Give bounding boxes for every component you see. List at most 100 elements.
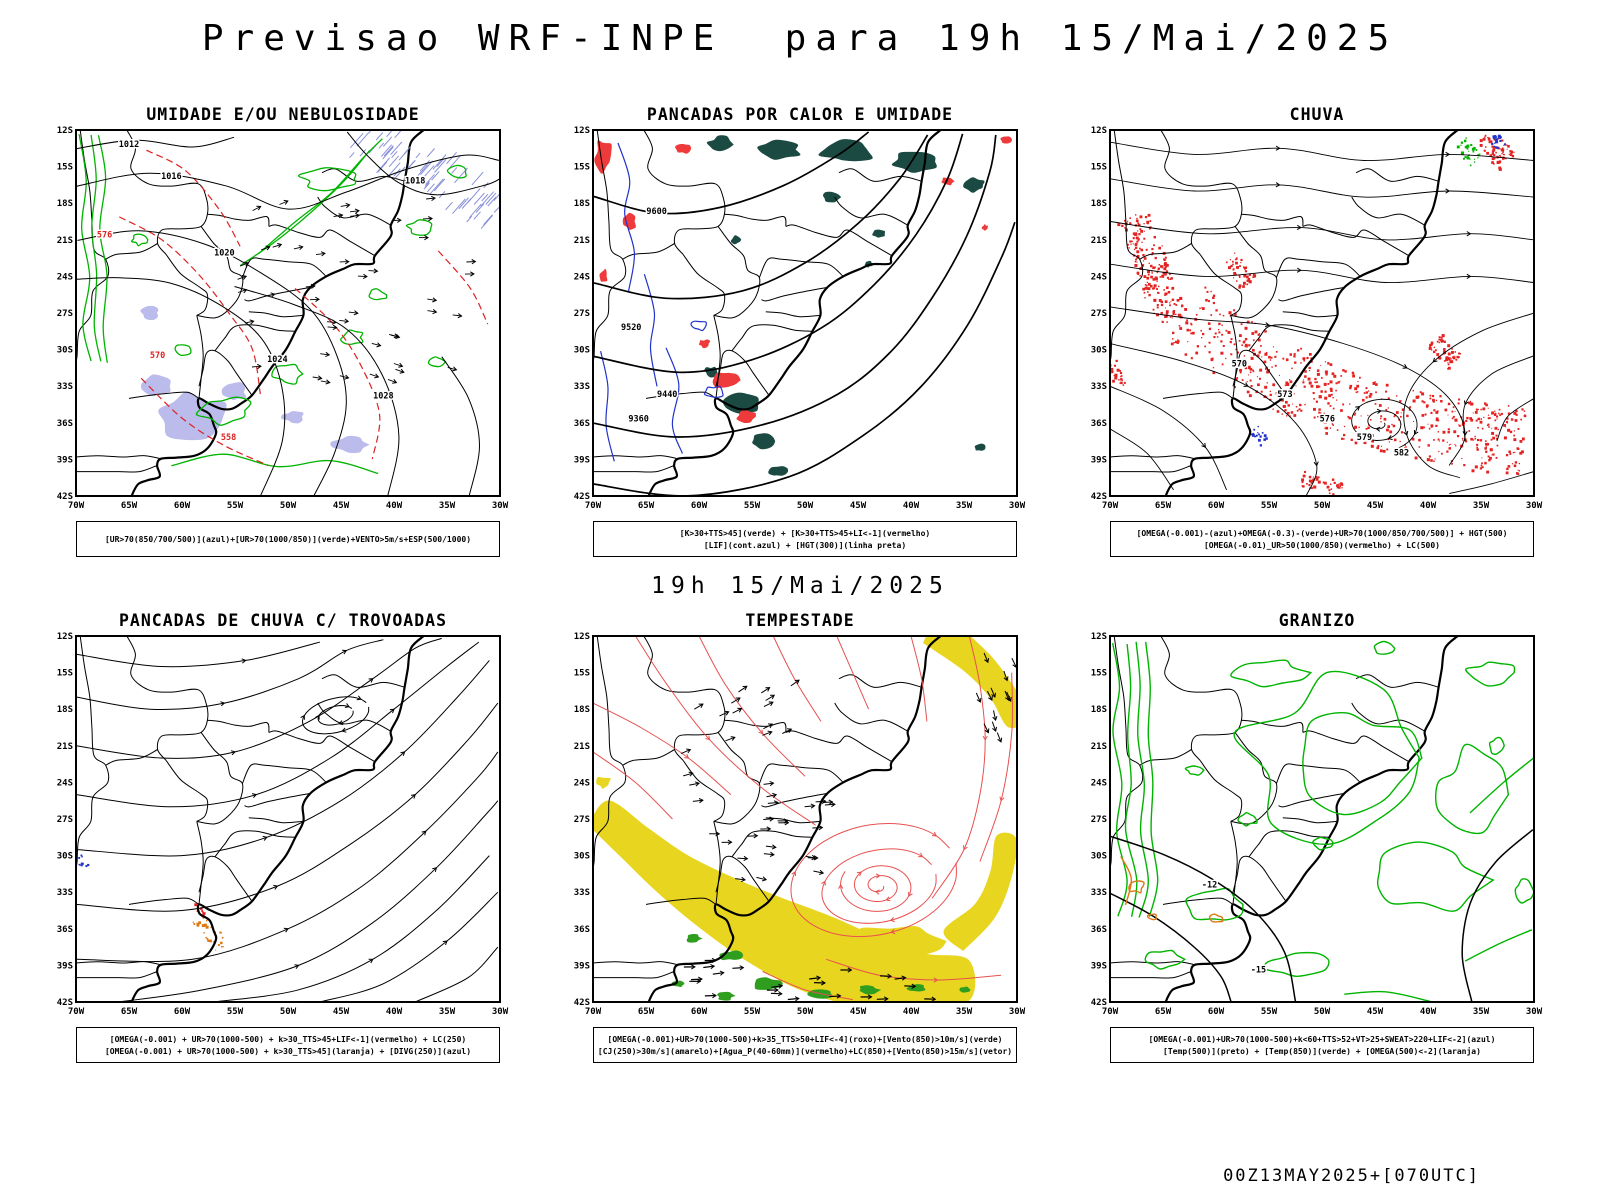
political-border (1230, 226, 1278, 319)
shaded-fields (593, 636, 1017, 1002)
basemap (1110, 130, 1459, 496)
lat-tick-label: 27S (57, 815, 73, 825)
lat-tick-label: 18S (1091, 705, 1107, 715)
lat-tick-label: 27S (1091, 309, 1107, 319)
map-pancadas-calor: 9600 9520 9440 9360 12S 15S 18S 21S 24S 27S 30S 33S… (574, 126, 1026, 511)
political-border (317, 196, 392, 226)
panel-pancadas-calor: PANCADAS POR CALOR E UMIDADE 9600 9520 944… (565, 105, 1035, 557)
lat-tick-label: 30S (1091, 346, 1107, 356)
caption-line: [LIF](cont.azul) + [HGT(300)](linha pret… (703, 540, 907, 550)
lat-tick-label: 42S (57, 998, 73, 1008)
svg-text:573: 573 (1277, 390, 1292, 400)
valid-time-label: 19h 15/Mai/2025 (651, 573, 949, 599)
page-title: Previsao WRF-INPE para 19h 15/Mai/2025 (201, 18, 1399, 59)
map-frame (1109, 129, 1535, 497)
political-border (1302, 224, 1410, 257)
political-border (1199, 760, 1243, 822)
political-border (1282, 311, 1338, 318)
lon-tick-label: 40W (1420, 1007, 1437, 1017)
svg-text:558: 558 (221, 433, 236, 443)
shaded-fields (1110, 134, 1527, 496)
lon-tick-label: 60W (174, 501, 191, 511)
political-border (76, 130, 110, 362)
lat-tick-label: 15S (1091, 669, 1107, 679)
political-border (1248, 324, 1330, 352)
panel-title-pancadas-calor: PANCADAS POR CALOR E UMIDADE (646, 105, 954, 124)
lon-tick-label: 30W (492, 501, 509, 511)
lon-tick-label: 65W (1155, 501, 1172, 511)
svg-text:579: 579 (1357, 433, 1372, 443)
lon-tick-label: 45W (1367, 501, 1384, 511)
lat-tick-label: 27S (574, 815, 590, 825)
lat-tick-label: 39S (574, 961, 590, 971)
political-border (128, 897, 200, 905)
political-border (126, 130, 209, 255)
lon-tick-label: 50W (280, 501, 297, 511)
political-border (1275, 763, 1361, 784)
political-border (241, 257, 327, 278)
lat-tick-label: 18S (57, 199, 73, 209)
lon-tick-label: 65W (1155, 1007, 1172, 1017)
political-border (1230, 315, 1238, 399)
political-border (1110, 465, 1192, 473)
svg-text:-15: -15 (1251, 966, 1266, 976)
political-border (76, 971, 158, 979)
political-border (196, 315, 204, 399)
political-border (241, 763, 327, 784)
political-border (1278, 286, 1345, 302)
caption-line: [UR>70(850/700/500)](azul)+[UR>70(1000/8… (104, 534, 472, 544)
lat-tick-label: 15S (57, 163, 73, 173)
political-border (1139, 749, 1192, 766)
political-border (321, 168, 405, 182)
lat-tick-label: 30S (1091, 852, 1107, 862)
political-border (765, 311, 821, 318)
lat-tick-label: 24S (574, 778, 590, 788)
lon-tick-label: 60W (1208, 501, 1225, 511)
lat-tick-label: 36S (574, 925, 590, 935)
lat-tick-label: 33S (1091, 888, 1107, 898)
political-border (165, 254, 209, 316)
lon-tick-label: 35W (956, 501, 973, 511)
panel-title-tempestade: TEMPESTADE (745, 611, 855, 630)
lat-tick-label: 36S (57, 925, 73, 935)
political-border (758, 763, 844, 784)
lat-tick-label: 36S (1091, 925, 1107, 935)
political-border (1241, 213, 1304, 227)
contour-labels: 9600 9520 9440 9360 (619, 206, 678, 426)
map-umidade: 1012 1016 1018 1020 1024 1028 576 570 558 12S 15S 1… (57, 126, 509, 511)
lat-tick-label: 15S (574, 163, 590, 173)
lat-tick-label: 21S (57, 236, 73, 246)
basemap (593, 636, 942, 1002)
lon-tick-label: 35W (956, 1007, 973, 1017)
lat-tick-label: 36S (574, 419, 590, 429)
lon-tick-label: 35W (439, 501, 456, 511)
shaded-fields (76, 854, 224, 951)
lat-tick-label: 12S (57, 126, 73, 136)
lon-tick-label: 60W (174, 1007, 191, 1017)
lat-tick-label: 39S (1091, 961, 1107, 971)
lon-tick-label: 70W (585, 501, 602, 511)
lat-tick-label: 33S (574, 382, 590, 392)
bottom-row: PANCADAS DE CHUVA C/ TROVOADAS 12S 15S 18S… (0, 611, 1600, 1063)
lon-tick-label: 70W (1102, 1007, 1119, 1017)
lat-tick-label: 18S (574, 705, 590, 715)
political-border (761, 286, 828, 302)
political-border (1162, 897, 1234, 905)
map-chuva: 570 573 576 579 582 12S 15S 18S 21S 24S 27S 30S 33S 3… (1091, 126, 1543, 511)
political-border (731, 830, 813, 858)
political-border (1232, 855, 1287, 902)
political-border (593, 455, 678, 460)
lat-tick-label: 15S (1091, 163, 1107, 173)
lat-tick-label: 33S (57, 382, 73, 392)
political-border (682, 254, 726, 316)
caption-line: [OMEGA(-0.001)-(azul)+OMEGA(-0.3)-(verde… (1136, 528, 1508, 538)
svg-text:1028: 1028 (373, 391, 393, 401)
political-border (838, 168, 922, 182)
basemap (76, 130, 425, 496)
coastline (1164, 130, 1459, 496)
svg-text:9600: 9600 (646, 207, 666, 217)
political-border (1110, 971, 1192, 979)
political-border (76, 636, 110, 868)
political-border (1278, 792, 1345, 808)
